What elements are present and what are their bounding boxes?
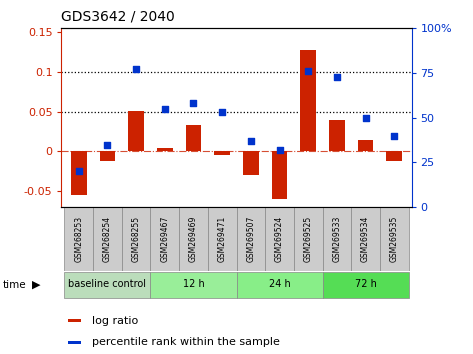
Point [219, 109, 226, 115]
Bar [272, 152, 288, 199]
FancyBboxPatch shape [64, 207, 93, 271]
FancyBboxPatch shape [208, 207, 236, 271]
Point [75, 169, 82, 174]
Point [333, 74, 341, 79]
Text: GSM269534: GSM269534 [361, 216, 370, 262]
Text: time: time [2, 280, 26, 290]
Bar [386, 152, 402, 161]
FancyBboxPatch shape [351, 207, 380, 271]
Bar [99, 152, 115, 161]
Text: GSM269525: GSM269525 [304, 216, 313, 262]
Text: 12 h: 12 h [183, 279, 204, 290]
FancyBboxPatch shape [380, 207, 409, 271]
FancyBboxPatch shape [179, 207, 208, 271]
Text: GSM269524: GSM269524 [275, 216, 284, 262]
Text: GDS3642 / 2040: GDS3642 / 2040 [61, 9, 175, 23]
Text: GSM268253: GSM268253 [74, 216, 83, 262]
Bar [69, 319, 81, 322]
Point [132, 67, 140, 72]
Text: 72 h: 72 h [355, 279, 377, 290]
FancyBboxPatch shape [64, 272, 150, 298]
Bar [243, 152, 259, 175]
Point [391, 133, 398, 138]
FancyBboxPatch shape [150, 207, 179, 271]
Bar [128, 111, 144, 152]
Bar [69, 341, 81, 343]
Point [305, 68, 312, 74]
FancyBboxPatch shape [150, 272, 236, 298]
Text: GSM269535: GSM269535 [390, 216, 399, 262]
Bar [300, 50, 316, 152]
FancyBboxPatch shape [236, 207, 265, 271]
Bar [329, 120, 345, 152]
Bar [214, 152, 230, 155]
FancyBboxPatch shape [122, 207, 150, 271]
Point [161, 106, 168, 112]
Point [190, 101, 197, 106]
Text: GSM269533: GSM269533 [333, 216, 342, 262]
Bar [157, 148, 173, 152]
FancyBboxPatch shape [93, 207, 122, 271]
Text: GSM269507: GSM269507 [246, 216, 255, 262]
Text: percentile rank within the sample: percentile rank within the sample [92, 337, 280, 347]
Point [104, 142, 111, 147]
Text: GSM268255: GSM268255 [131, 216, 140, 262]
Text: log ratio: log ratio [92, 315, 138, 326]
FancyBboxPatch shape [323, 272, 409, 298]
FancyBboxPatch shape [323, 207, 351, 271]
Point [247, 138, 254, 144]
Text: GSM268254: GSM268254 [103, 216, 112, 262]
Text: ▶: ▶ [32, 280, 41, 290]
Point [362, 115, 369, 121]
FancyBboxPatch shape [294, 207, 323, 271]
Text: 24 h: 24 h [269, 279, 290, 290]
FancyBboxPatch shape [265, 207, 294, 271]
Bar [185, 125, 201, 152]
Text: GSM269467: GSM269467 [160, 216, 169, 262]
Text: GSM269469: GSM269469 [189, 216, 198, 262]
Point [276, 147, 283, 153]
Text: baseline control: baseline control [69, 279, 147, 290]
Text: GSM269471: GSM269471 [218, 216, 227, 262]
FancyBboxPatch shape [236, 272, 323, 298]
Bar [358, 139, 374, 152]
Bar [71, 152, 87, 195]
